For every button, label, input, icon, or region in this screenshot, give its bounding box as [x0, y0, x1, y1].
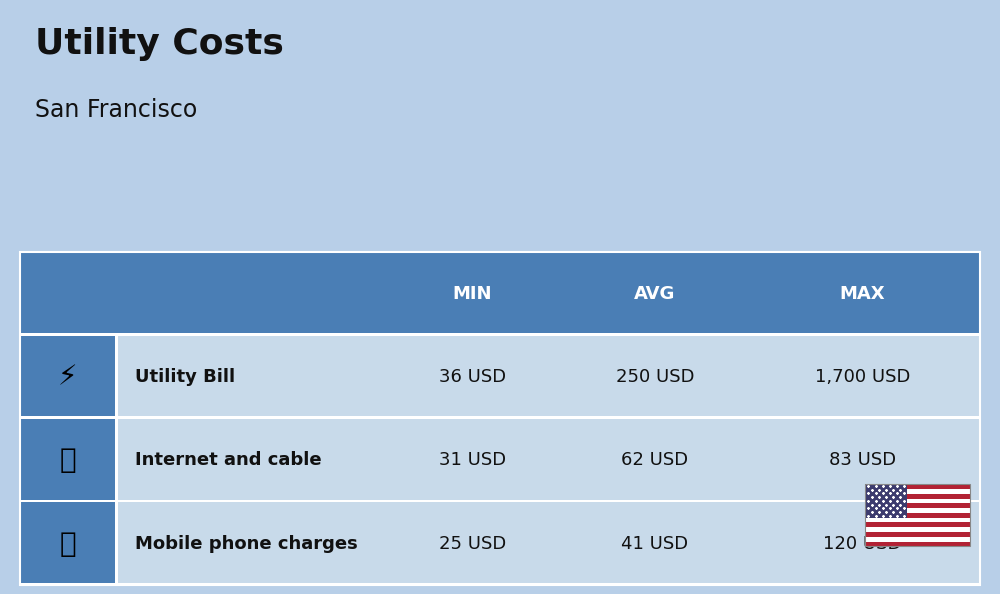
Bar: [20, 502, 115, 585]
Text: MAX: MAX: [840, 285, 885, 303]
Bar: [865, 489, 970, 494]
Bar: [865, 527, 970, 532]
Text: 36 USD: 36 USD: [439, 368, 506, 386]
Bar: [20, 333, 980, 336]
Bar: [20, 252, 980, 585]
Bar: [20, 502, 980, 585]
Text: 250 USD: 250 USD: [616, 368, 694, 386]
Text: 41 USD: 41 USD: [621, 535, 689, 552]
Bar: [115, 336, 118, 419]
Text: 📱: 📱: [59, 529, 76, 558]
Bar: [865, 518, 970, 523]
Text: 1,700 USD: 1,700 USD: [815, 368, 910, 386]
Text: AVG: AVG: [634, 285, 676, 303]
Bar: [865, 503, 970, 508]
Bar: [865, 537, 970, 542]
Bar: [865, 532, 970, 537]
Bar: [115, 502, 118, 585]
Text: MIN: MIN: [453, 285, 492, 303]
Text: 25 USD: 25 USD: [439, 535, 506, 552]
Bar: [865, 484, 970, 546]
Bar: [20, 419, 115, 502]
Text: Utility Bill: Utility Bill: [135, 368, 235, 386]
Bar: [865, 498, 970, 503]
Text: Mobile phone charges: Mobile phone charges: [135, 535, 358, 552]
Bar: [865, 508, 970, 513]
Text: 120 USD: 120 USD: [823, 535, 902, 552]
Bar: [20, 416, 980, 419]
Text: 📶: 📶: [59, 446, 76, 475]
Bar: [865, 484, 907, 518]
Text: ⚡: ⚡: [58, 363, 77, 391]
Text: 62 USD: 62 USD: [621, 451, 689, 469]
Text: 31 USD: 31 USD: [439, 451, 506, 469]
Bar: [865, 542, 970, 546]
Bar: [115, 419, 118, 502]
Text: Internet and cable: Internet and cable: [135, 451, 322, 469]
Text: Utility Costs: Utility Costs: [35, 27, 284, 61]
Bar: [865, 494, 970, 498]
Bar: [865, 513, 970, 518]
Bar: [20, 419, 980, 502]
Text: San Francisco: San Francisco: [35, 98, 197, 122]
Bar: [20, 252, 980, 336]
Bar: [20, 336, 980, 419]
Bar: [20, 336, 115, 419]
Bar: [20, 500, 980, 502]
Bar: [20, 583, 980, 585]
Text: 83 USD: 83 USD: [829, 451, 896, 469]
Bar: [865, 523, 970, 527]
Bar: [865, 484, 970, 489]
